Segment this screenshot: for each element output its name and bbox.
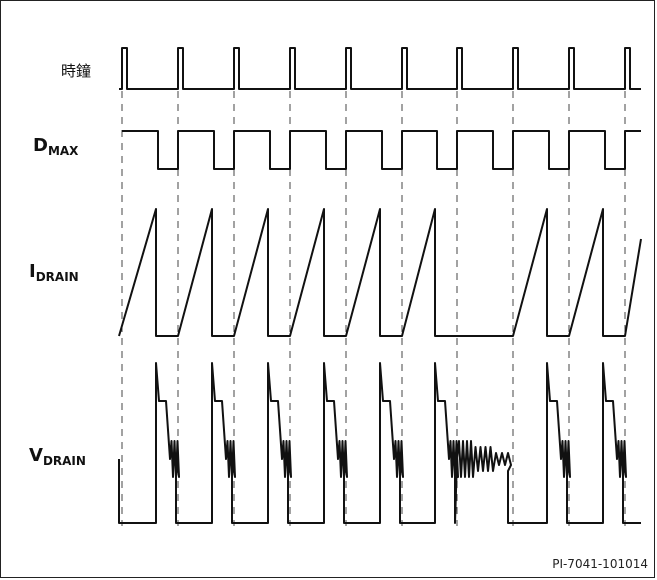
vdrain-waveform — [118, 362, 641, 524]
dmax-waveform — [122, 130, 641, 170]
vdrain-label-main: V — [29, 445, 43, 466]
idrain-label-main: I — [29, 261, 36, 282]
figure-id: PI-7041-101014 — [552, 557, 648, 571]
dmax-label: DMAX — [33, 135, 79, 158]
vdrain-label-sub: DRAIN — [42, 454, 86, 468]
idrain-waveform — [118, 208, 642, 337]
clock-label: 時鐘 — [61, 62, 92, 80]
idrain-label-sub: DRAIN — [35, 270, 79, 284]
clock-waveform — [119, 47, 641, 90]
vdrain-label: VDRAIN — [29, 445, 86, 468]
dmax-label-sub: MAX — [47, 144, 79, 158]
idrain-label: IDRAIN — [29, 261, 79, 284]
dmax-label-main: D — [33, 135, 48, 156]
